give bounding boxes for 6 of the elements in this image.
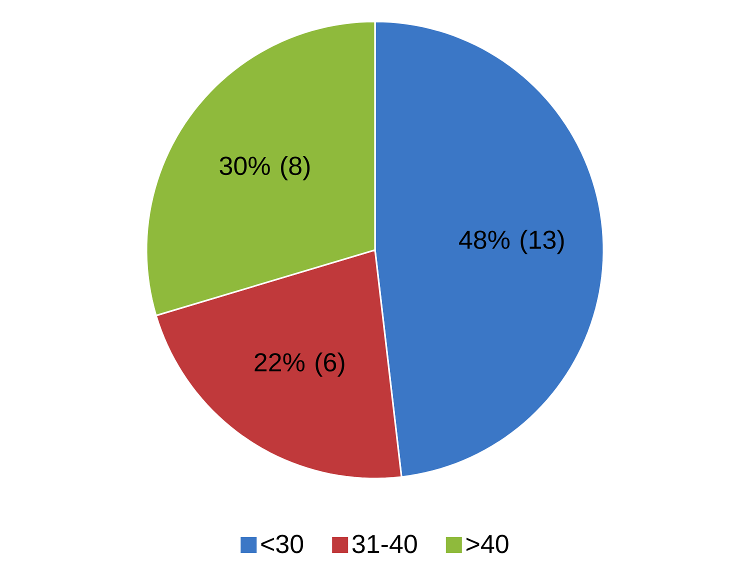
data-label: 30% (8) bbox=[220, 156, 310, 180]
legend-label: <30 bbox=[261, 534, 304, 554]
legend-label: >40 bbox=[466, 534, 508, 554]
legend-label: 31-40 bbox=[352, 534, 417, 554]
data-label: 22% (6) bbox=[254, 352, 344, 377]
data-label: 48% (13) bbox=[459, 230, 564, 254]
